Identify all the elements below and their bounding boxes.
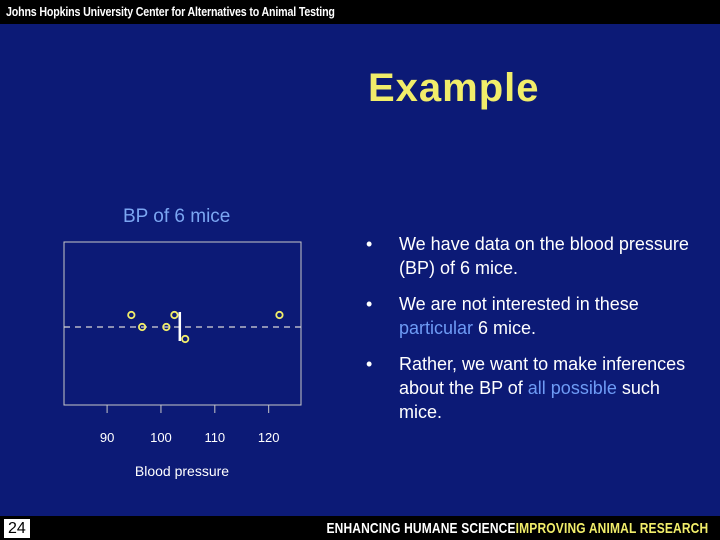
organization-name: Johns Hopkins University Center for Alte… — [6, 4, 335, 19]
bullet-item: • We have data on the blood pressure (BP)… — [366, 232, 696, 280]
x-axis-ticks: 90 100 110 120 — [100, 405, 280, 445]
bullet-item: • We are not interested in these particul… — [366, 292, 696, 340]
bullet-symbol: • — [366, 294, 373, 314]
x-tick-label: 100 — [150, 430, 172, 445]
x-tick-label: 120 — [258, 430, 280, 445]
bullet-item: • Rather, we want to make inferences abou… — [366, 352, 696, 424]
x-tick-label: 90 — [100, 430, 114, 445]
data-point-1 — [127, 310, 136, 320]
bullet-symbol: • — [366, 234, 373, 254]
bullet-text: Rather, we want to make inferences about… — [399, 354, 686, 398]
data-point-6 — [275, 310, 284, 320]
footer-tagline: ENHANCING HUMANE SCIENCEIMPROVING ANIMAL… — [326, 520, 708, 537]
page-number: 24 — [4, 519, 30, 538]
tagline-enhancing: ENHANCING HUMANE SCIENCE — [326, 520, 516, 537]
chart-title: BP of 6 mice — [123, 206, 230, 227]
bullet-highlight-text: particular — [399, 318, 474, 338]
bullet-list: • We have data on the blood pressure (BP)… — [366, 232, 696, 436]
header-bar: Johns Hopkins University Center for Alte… — [0, 0, 720, 24]
bullet-text: We have data on the blood pressure (BP) … — [399, 234, 689, 278]
bullet-text: We are not interested in these — [399, 294, 639, 314]
bullet-text: such mice. — [399, 378, 660, 422]
data-point-3 — [162, 322, 171, 332]
data-point-5 — [181, 334, 190, 344]
footer-bar: 24 ENHANCING HUMANE SCIENCEIMPROVING ANI… — [0, 516, 720, 540]
plot-frame — [63, 241, 302, 406]
bullet-symbol: • — [366, 354, 373, 374]
x-tick-label: 110 — [204, 430, 225, 445]
bullet-text: 6 mice. — [473, 318, 537, 338]
x-axis-label: Blood pressure — [135, 463, 229, 479]
data-points — [127, 310, 284, 344]
slide-title: Example — [368, 66, 540, 110]
data-point-2 — [138, 322, 147, 332]
data-point-4 — [170, 310, 179, 320]
tagline-improving: IMPROVING ANIMAL RESEARCH — [515, 520, 708, 537]
bullet-highlight-text: all possible — [527, 378, 617, 398]
